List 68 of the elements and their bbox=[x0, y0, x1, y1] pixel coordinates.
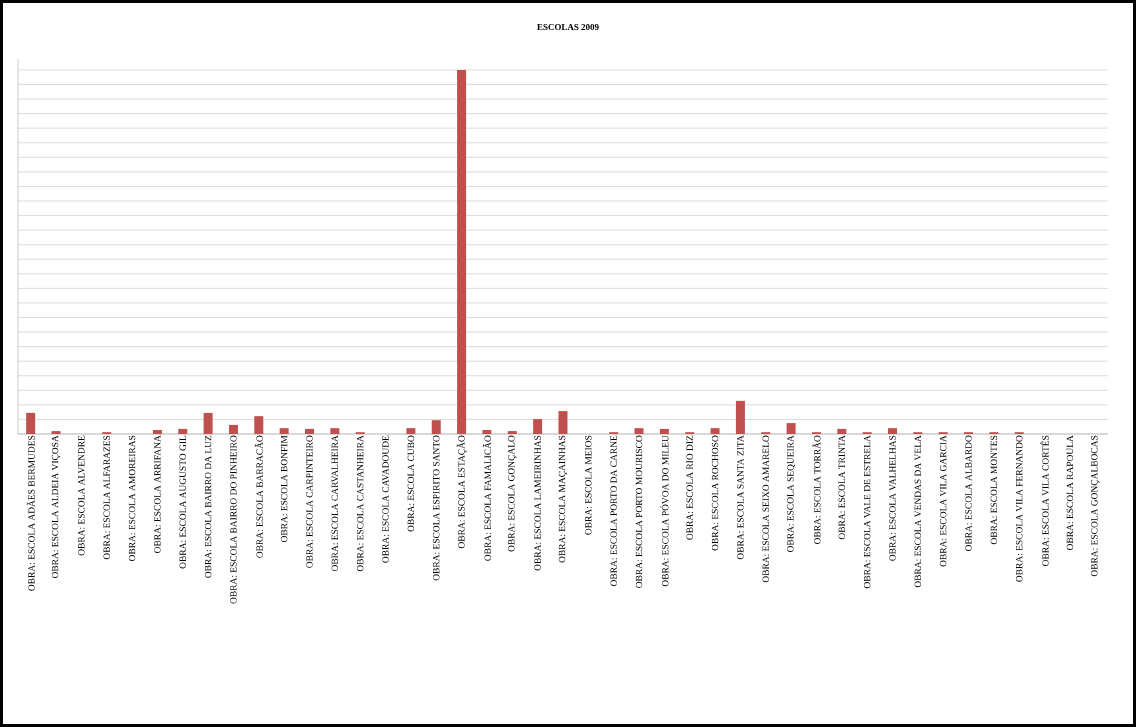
x-tick-label: OBRA: ESCOLA SEQUEIRA bbox=[787, 435, 796, 553]
x-tick-label: OBRA: ESCOLA SEIXO AMARELO bbox=[762, 435, 769, 583]
bar bbox=[330, 428, 340, 434]
x-tick-label: OBRA: ESCOLA MAÇAINHAS bbox=[558, 435, 568, 563]
bar bbox=[457, 69, 467, 434]
x-tick-label: OBRA: ESCOLA PORTO DA CARNE bbox=[610, 435, 617, 587]
bar bbox=[279, 428, 289, 434]
x-tick-label: OBRA: ESCOLA RAPOULA bbox=[1066, 435, 1074, 550]
x-tick-label: OBRA: ESCOLA CARVALHEIRA bbox=[331, 435, 339, 572]
x-tick-label: OBRA: ESCOLA ARRIFANA bbox=[154, 435, 161, 553]
bar bbox=[482, 429, 492, 434]
x-tick-label: OBRA: ESCOLA GONÇALBOCAS bbox=[1091, 435, 1100, 577]
x-tick-label: OBRA: ESCOLA VILA CORTÊS bbox=[1040, 435, 1049, 566]
x-tick-label: OBRA: ESCOLA BARRACÃO bbox=[254, 435, 263, 558]
bar bbox=[634, 428, 644, 434]
chart-title: ESCOLAS 2009 bbox=[537, 23, 599, 31]
bar bbox=[507, 431, 517, 434]
bar bbox=[431, 420, 441, 434]
bar bbox=[51, 431, 61, 434]
x-tick-label: OBRA: ESCOLA AMOREIRAS bbox=[128, 435, 136, 562]
bar bbox=[735, 400, 745, 434]
x-tick-label: OBRA: ESCOLA LAMEIRINHAS bbox=[534, 435, 541, 571]
x-tick-label: OBRA: ESCOLA VILA FERNANDO bbox=[1016, 435, 1023, 582]
bar bbox=[26, 412, 36, 434]
bar bbox=[888, 428, 897, 434]
bar bbox=[178, 428, 188, 434]
x-tick-label: OBRA: ESCOLA AUGUSTO GIL bbox=[179, 435, 186, 569]
x-tick-label: OBRA: ESCOLA ESPIRITO SANTO bbox=[433, 435, 440, 581]
x-tick-label: OBRA: ESCOLA PORTO MOURISCO bbox=[635, 435, 643, 588]
x-tick-label: OBRA: ESCOLA GONÇALO bbox=[508, 435, 517, 552]
bar bbox=[837, 428, 847, 434]
x-tick-label: OBRA: ESCOLA VILA GARCIA bbox=[939, 435, 947, 567]
bar bbox=[533, 419, 543, 434]
x-tick-label: OBRA: ESCOLA FAMALICÃO bbox=[482, 435, 491, 561]
x-tick-label: OBRA: ESCOLA VALE DE ESTRELA bbox=[863, 435, 871, 589]
x-tick-label: OBRA: ESCOLA TRINTA bbox=[838, 435, 846, 540]
x-tick-label: OBRA: ESCOLA MONTES bbox=[990, 435, 998, 545]
x-tick-label: OBRA: ESCOLA CUBO bbox=[407, 435, 415, 532]
x-tick-label: OBRA: ESCOLA ADÃES BERMUDES bbox=[26, 435, 35, 591]
x-tick-label: OBRA: ESCOLA ALVENDRE bbox=[78, 435, 85, 556]
x-tick-label: OBRA: ESCOLA SANTA ZITA bbox=[737, 435, 744, 560]
x-tick-label: OBRA: ESCOLA PÓVOA DO MILEU bbox=[660, 435, 669, 587]
x-tick-label: OBRA: ESCOLA CAVADOUDE bbox=[382, 435, 389, 563]
x-tick-label: OBRA: ESCOLA ALFARAZES bbox=[103, 435, 110, 560]
bar bbox=[228, 424, 238, 434]
x-tick-label: OBRA: ESCOLA RIO DIZ bbox=[686, 435, 693, 540]
x-tick-label: OBRA: ESCOLA BAIRRO DO PINHEIRO bbox=[230, 435, 237, 604]
x-tick-label: OBRA: ESCOLA VALHELHAS bbox=[889, 435, 896, 561]
x-tick-label: OBRA: ESCOLA TORRÃO bbox=[812, 435, 821, 545]
x-tick-label: OBRA: ESCOLA VENDAS DA VELA bbox=[914, 435, 922, 588]
x-tick-label: OBRA: ESCOLA ALDEIA VIÇOSA bbox=[51, 435, 61, 579]
x-tick-label: OBRA: ESCOLA MEIOS bbox=[585, 435, 592, 535]
x-tick-label: OBRA: ESCOLA ROCHOSO bbox=[711, 435, 719, 551]
bar bbox=[152, 429, 162, 434]
bar bbox=[659, 428, 669, 434]
bar bbox=[558, 411, 568, 434]
bar bbox=[254, 416, 264, 434]
bar bbox=[203, 412, 213, 434]
bar bbox=[710, 428, 720, 434]
bar bbox=[305, 428, 314, 434]
x-tick-label: OBRA: ESCOLA BAIRRO DA LUZ bbox=[204, 435, 212, 578]
x-tick-label: OBRA: ESCOLA CARPINTEIRO bbox=[306, 435, 313, 568]
bar bbox=[786, 423, 796, 434]
bar bbox=[406, 428, 416, 434]
x-tick-label: OBRA: ESCOLA ESTAÇÃO bbox=[456, 435, 467, 549]
x-tick-label: OBRA: ESCOLA ALBARDO bbox=[965, 435, 972, 552]
x-tick-label: OBRA: ESCOLA BONFIM bbox=[280, 435, 288, 543]
x-tick-label: OBRA: ESCOLA CASTANHEIRA bbox=[357, 435, 364, 572]
